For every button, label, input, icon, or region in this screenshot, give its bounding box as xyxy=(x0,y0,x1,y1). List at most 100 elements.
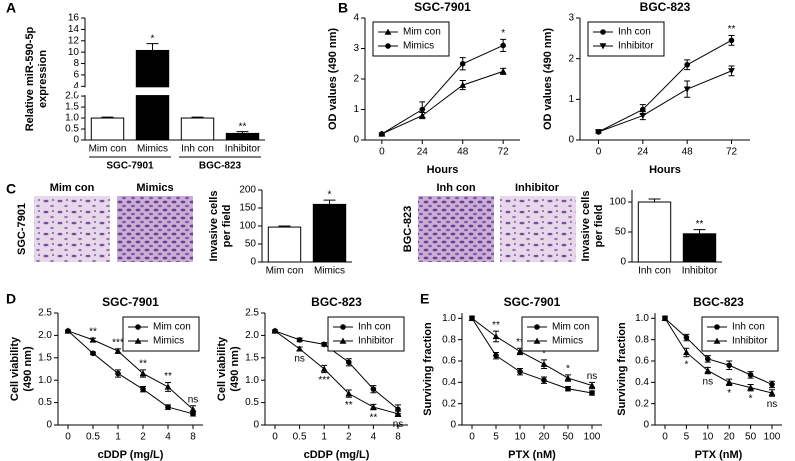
legend-marker xyxy=(533,337,541,344)
x-tick-label: 8 xyxy=(395,432,401,443)
point xyxy=(114,347,122,354)
y-tick-label: 2 xyxy=(568,53,574,64)
significance: ** xyxy=(370,412,378,423)
point xyxy=(588,382,596,389)
x-tick-label: 8 xyxy=(190,432,196,443)
y-tick-label: 3 xyxy=(353,43,359,54)
y-tick-label: 0 xyxy=(73,135,79,146)
point xyxy=(370,403,377,410)
point xyxy=(90,350,96,357)
x-tick-label: 0.5 xyxy=(293,432,307,443)
y-tick-label: 2 xyxy=(353,74,359,85)
y-tick-label: 0.2 xyxy=(635,398,649,409)
error-bar xyxy=(101,116,114,119)
y-tick-label: 1.5 xyxy=(65,102,79,113)
significance: * xyxy=(684,359,688,370)
x-tick-label: 0 xyxy=(469,432,475,443)
y-tick-label: 10 xyxy=(68,47,80,58)
legend-label: Mimics xyxy=(153,336,184,347)
y-tick-label: 0.5 xyxy=(65,124,79,135)
point xyxy=(296,345,303,352)
significance: ** xyxy=(89,327,97,338)
bar xyxy=(682,233,717,263)
chart-title: BGC-823 xyxy=(640,0,691,14)
chart-title: SGC-7901 xyxy=(414,0,471,14)
x-tick-label: 48 xyxy=(682,147,694,158)
legend-label: Mim con xyxy=(153,322,191,333)
point xyxy=(379,131,385,137)
y-tick-label: 2.5 xyxy=(38,308,52,319)
series-line xyxy=(381,44,504,135)
y-tick-label: 2.0 xyxy=(65,91,79,102)
series-line xyxy=(598,39,732,133)
y-axis-label: (490 nm) xyxy=(229,346,241,392)
significance: ** xyxy=(696,219,704,230)
y-axis-label: Relative miR-590-5p xyxy=(24,26,36,131)
significance: ns xyxy=(188,394,199,405)
y-axis-label: Surviving fraction xyxy=(422,322,434,416)
series-line xyxy=(274,330,399,410)
row-label: SGC-7901 xyxy=(16,203,28,255)
micrograph xyxy=(34,196,110,262)
point xyxy=(769,381,775,388)
point xyxy=(500,42,506,49)
error-bar xyxy=(146,43,159,51)
y-tick-label: 50 xyxy=(615,227,627,238)
legend-marker xyxy=(600,29,606,35)
series-line xyxy=(471,317,593,387)
y-tick-label: 0.8 xyxy=(635,334,649,345)
x-axis-label: cDDP (mg/L) xyxy=(98,449,164,461)
legend-label: Mimics xyxy=(403,41,434,52)
point xyxy=(271,327,279,334)
y-axis-label: OD values (490 nm) xyxy=(327,28,339,130)
significance: * xyxy=(501,28,505,39)
y-axis-label: Surviving fraction xyxy=(616,322,628,416)
y-tick-label: 16 xyxy=(68,13,80,24)
y-axis-label: per field xyxy=(221,205,233,248)
point xyxy=(190,411,196,417)
x-tick-label: 4 xyxy=(371,432,377,443)
x-tick-label: Inhibitor xyxy=(682,266,718,277)
point xyxy=(704,367,712,374)
y-tick-label: 0 xyxy=(450,420,456,431)
y-tick-label: 12 xyxy=(68,35,80,46)
point xyxy=(64,327,72,334)
x-axis-label: cDDP (mg/L) xyxy=(304,449,370,461)
x-tick-label: 10 xyxy=(702,432,714,443)
axis-break xyxy=(77,87,267,96)
group-label: BGC-823 xyxy=(199,161,242,172)
point xyxy=(139,370,147,377)
y-tick-label: 3 xyxy=(568,13,574,24)
image-label: Inhibitor xyxy=(515,182,560,194)
significance: * xyxy=(749,394,753,405)
group-label: SGC-7901 xyxy=(106,161,154,172)
x-tick-label: 100 xyxy=(584,432,601,443)
y-tick-label: 4 xyxy=(353,13,359,24)
point xyxy=(165,404,171,410)
point xyxy=(725,378,733,386)
point xyxy=(747,372,754,378)
point xyxy=(320,365,328,372)
y-tick-label: 0 xyxy=(568,135,574,146)
legend-marker xyxy=(339,337,347,344)
y-tick-label: 1.0 xyxy=(38,375,52,386)
x-tick-label: 50 xyxy=(562,432,574,443)
y-tick-label: 0.4 xyxy=(635,377,649,388)
legend-box xyxy=(372,21,450,57)
x-axis-label: PTX (nM) xyxy=(695,449,743,461)
point xyxy=(89,336,97,343)
panel-label: A xyxy=(6,0,16,16)
significance: * xyxy=(328,190,332,201)
error-bar xyxy=(323,199,336,205)
point xyxy=(726,362,732,369)
x-tick-label: 10 xyxy=(514,432,526,443)
legend-box xyxy=(327,316,405,352)
chart-title: SGC-7901 xyxy=(102,295,159,309)
chart-title: SGC-7901 xyxy=(504,295,561,309)
significance: ** xyxy=(239,121,247,132)
y-tick-label: 6 xyxy=(73,70,79,81)
point xyxy=(589,390,595,396)
significance: *** xyxy=(112,337,124,348)
y-tick-label: 1.5 xyxy=(245,352,259,363)
